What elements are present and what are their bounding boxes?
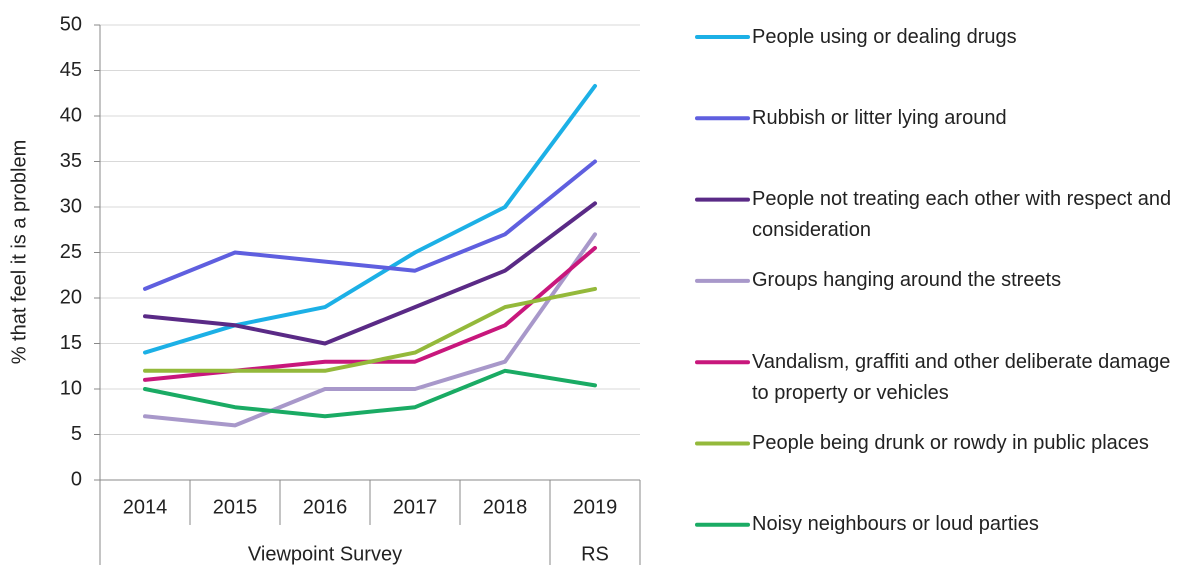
- y-tick-label: 10: [60, 377, 82, 399]
- y-tick-label: 25: [60, 241, 82, 263]
- legend-label: People not treating each other with resp…: [752, 188, 1172, 242]
- legend-label: Rubbish or litter lying around: [752, 106, 1007, 129]
- y-tick-label: 50: [60, 13, 82, 35]
- x-tick-label: 2019: [573, 496, 618, 518]
- series-line: [143, 83, 597, 355]
- y-axis-label: % that feel it is a problem: [8, 140, 30, 365]
- series-line: [143, 286, 597, 373]
- legend-label: Groups hanging around the streets: [752, 269, 1062, 292]
- category-group-label: RS: [581, 543, 609, 565]
- x-tick-label: 2016: [303, 496, 348, 518]
- x-tick-label: 2015: [213, 496, 258, 518]
- series-line: [143, 368, 597, 419]
- y-tick-label: 45: [60, 59, 82, 81]
- legend-label: Noisy neighbours or loud parties: [752, 513, 1039, 536]
- y-tick-label: 0: [71, 468, 82, 490]
- y-tick-label: 40: [60, 104, 82, 126]
- y-tick-label: 20: [60, 286, 82, 308]
- legend-label: People being drunk or rowdy in public pl…: [752, 432, 1149, 454]
- category-group-label: Viewpoint Survey: [248, 543, 402, 565]
- y-tick-label: 5: [71, 423, 82, 445]
- series-line: [143, 201, 597, 346]
- y-tick-label: 35: [60, 150, 82, 172]
- series-line: [143, 159, 597, 291]
- series-line: [143, 232, 597, 428]
- legend-label: Vandalism, graffiti and other deliberate…: [752, 350, 1171, 404]
- y-tick-label: 15: [60, 332, 82, 354]
- x-tick-label: 2014: [123, 496, 168, 518]
- y-tick-label: 30: [60, 195, 82, 217]
- x-tick-label: 2018: [483, 496, 528, 518]
- x-tick-label: 2017: [393, 496, 438, 518]
- legend-label: People using or dealing drugs: [752, 25, 1017, 48]
